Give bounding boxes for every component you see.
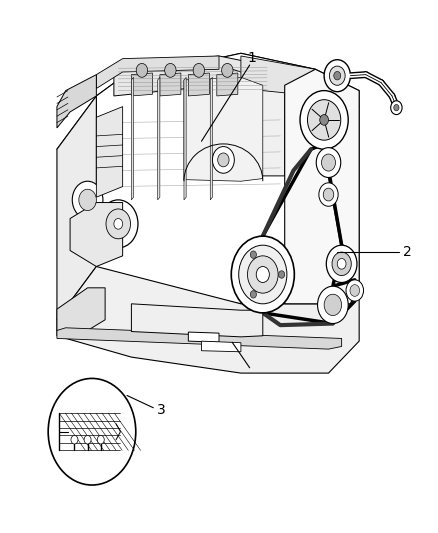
Circle shape xyxy=(321,154,336,171)
Polygon shape xyxy=(57,96,96,320)
Circle shape xyxy=(48,378,136,485)
Circle shape xyxy=(136,63,148,77)
Circle shape xyxy=(256,266,269,282)
Polygon shape xyxy=(114,56,272,96)
Polygon shape xyxy=(158,77,160,200)
Polygon shape xyxy=(131,77,134,200)
Circle shape xyxy=(324,60,350,92)
Circle shape xyxy=(300,91,348,149)
Circle shape xyxy=(337,259,346,269)
Polygon shape xyxy=(217,73,238,96)
Circle shape xyxy=(251,290,257,298)
Circle shape xyxy=(319,183,338,206)
Circle shape xyxy=(239,245,287,304)
Circle shape xyxy=(99,200,138,248)
Polygon shape xyxy=(96,56,219,88)
Circle shape xyxy=(106,209,131,239)
Polygon shape xyxy=(219,69,285,176)
Text: 3: 3 xyxy=(157,403,166,417)
Circle shape xyxy=(324,294,342,316)
Circle shape xyxy=(329,66,345,85)
Circle shape xyxy=(326,245,357,282)
Circle shape xyxy=(231,236,294,313)
Polygon shape xyxy=(285,69,359,304)
Circle shape xyxy=(46,376,138,488)
Circle shape xyxy=(323,188,334,201)
Circle shape xyxy=(332,252,351,276)
Circle shape xyxy=(97,435,104,444)
Circle shape xyxy=(212,147,234,173)
Polygon shape xyxy=(131,304,263,337)
Polygon shape xyxy=(57,266,359,373)
Circle shape xyxy=(247,256,278,293)
Circle shape xyxy=(318,286,348,324)
Polygon shape xyxy=(57,75,96,128)
Polygon shape xyxy=(96,107,123,197)
Circle shape xyxy=(72,181,103,219)
Polygon shape xyxy=(96,53,359,304)
Polygon shape xyxy=(188,332,219,342)
Circle shape xyxy=(71,435,78,444)
Circle shape xyxy=(218,153,229,167)
Circle shape xyxy=(316,148,341,177)
Text: 1: 1 xyxy=(247,51,256,64)
Circle shape xyxy=(394,104,399,111)
Polygon shape xyxy=(57,53,359,187)
Polygon shape xyxy=(188,73,209,96)
Circle shape xyxy=(165,63,176,77)
Circle shape xyxy=(350,285,360,296)
Polygon shape xyxy=(201,341,241,352)
Polygon shape xyxy=(131,73,152,96)
Circle shape xyxy=(251,251,257,259)
Polygon shape xyxy=(241,56,315,96)
Circle shape xyxy=(279,271,285,278)
Circle shape xyxy=(346,280,364,301)
Polygon shape xyxy=(57,288,105,330)
Circle shape xyxy=(84,435,91,444)
Polygon shape xyxy=(160,73,181,96)
Circle shape xyxy=(222,63,233,77)
Polygon shape xyxy=(210,77,212,200)
Circle shape xyxy=(320,115,328,125)
Text: 2: 2 xyxy=(403,245,412,259)
Circle shape xyxy=(334,71,341,80)
Circle shape xyxy=(391,101,402,115)
Polygon shape xyxy=(184,77,186,200)
Circle shape xyxy=(193,63,205,77)
Circle shape xyxy=(114,219,123,229)
Circle shape xyxy=(307,100,341,140)
Polygon shape xyxy=(184,77,263,181)
Polygon shape xyxy=(70,203,123,266)
Polygon shape xyxy=(57,328,342,349)
Circle shape xyxy=(79,189,96,211)
